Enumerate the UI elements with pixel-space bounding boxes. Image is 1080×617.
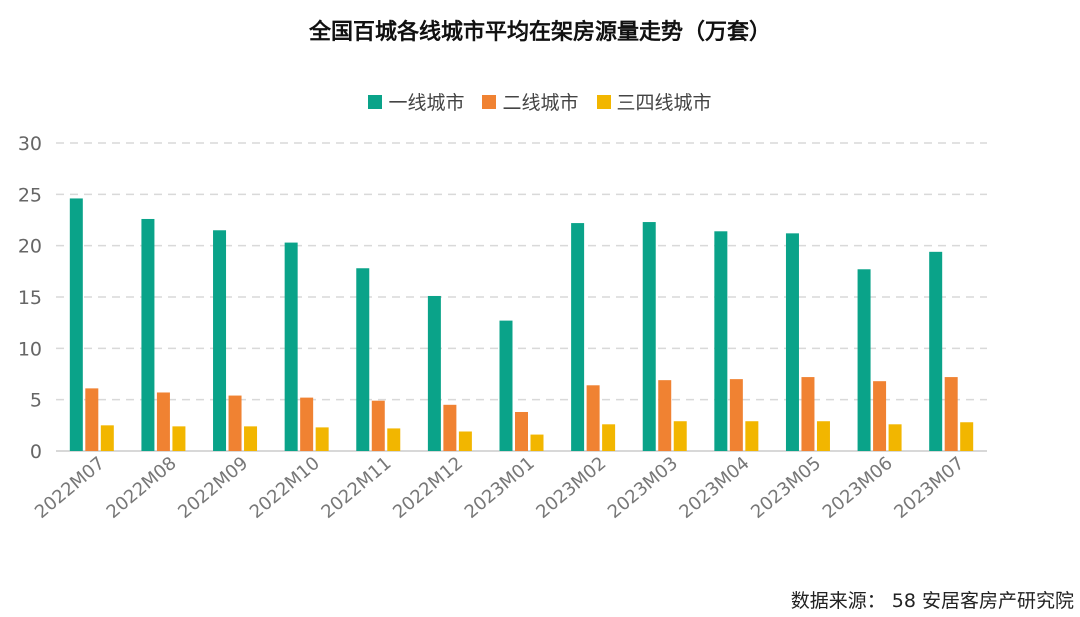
x-tick-label: 2022M09: [174, 453, 252, 523]
legend-label-tier2: 二线城市: [502, 92, 579, 114]
x-tick-label: 2023M02: [532, 453, 610, 523]
bar-tier2-2022M10: [300, 397, 314, 451]
bar-tier34-2022M07: [100, 425, 114, 451]
legend-item-tier2: 二线城市: [482, 88, 579, 115]
bar-tier1-2023M01: [499, 320, 513, 451]
y-tick-label: 25: [18, 184, 42, 206]
data-source-note: 数据来源： 58 安居客房产研究院: [790, 590, 1074, 612]
bar-tier2-2023M04: [729, 379, 743, 451]
bar-tier2-2023M02: [586, 385, 600, 451]
x-tick-label: 2023M04: [676, 453, 754, 523]
bar-tier1-2022M11: [356, 268, 370, 451]
bar-tier34-2023M06: [888, 424, 902, 451]
bar-tier1-2023M02: [571, 223, 585, 451]
bar-tier2-2023M06: [873, 381, 887, 451]
bar-tier34-2022M09: [244, 426, 258, 451]
legend-item-tier1: 一线城市: [368, 88, 464, 115]
bar-tier1-2023M04: [714, 231, 728, 451]
bar-tier2-2022M08: [156, 392, 170, 451]
bar-tier1-2022M08: [141, 218, 155, 451]
x-tick-label: 2023M05: [747, 453, 825, 523]
bar-tier34-2022M11: [387, 428, 401, 451]
bar-tier1-2022M10: [284, 242, 298, 451]
y-tick-label: 5: [30, 390, 42, 412]
bar-tier34-2023M04: [745, 421, 759, 451]
y-tick-label: 30: [18, 133, 42, 155]
bar-tier2-2022M07: [85, 388, 99, 451]
x-tick-label: 2023M06: [819, 453, 897, 523]
bar-tier2-2023M03: [658, 380, 672, 451]
bar-tier34-2022M08: [172, 426, 186, 451]
bar-tier1-2022M07: [69, 198, 83, 451]
x-tick-label: 2022M12: [389, 453, 467, 523]
x-tick-label: 2023M07: [890, 453, 968, 523]
bar-tier34-2023M07: [960, 422, 974, 451]
bar-tier34-2022M10: [315, 427, 329, 451]
x-tick-label: 2023M03: [604, 453, 682, 523]
y-tick-label: 20: [18, 236, 42, 258]
y-tick-label: 15: [18, 287, 42, 309]
legend-item-tier34: 三四线城市: [596, 88, 712, 115]
bar-tier2-2023M07: [944, 377, 958, 451]
x-tick-label: 2022M10: [246, 453, 324, 523]
x-tick-label: 2022M08: [103, 453, 181, 523]
bar-tier1-2023M07: [929, 251, 943, 451]
x-tick-label: 2022M07: [31, 453, 109, 523]
bar-tier34-2023M02: [602, 424, 616, 451]
legend-swatch-tier34: [596, 94, 611, 109]
bar-tier34-2023M01: [530, 434, 544, 451]
legend-swatch-tier2: [482, 94, 497, 109]
legend-swatch-tier1: [368, 94, 383, 109]
bar-tier34-2023M05: [816, 421, 830, 451]
bar-tier1-2022M12: [427, 295, 441, 451]
bar-tier2-2022M09: [228, 395, 242, 451]
chart-title: 全国百城各线城市平均在架房源量走势（万套）: [308, 20, 771, 45]
bar-tier2-2022M11: [371, 400, 385, 451]
legend-label-tier34: 三四线城市: [616, 92, 712, 114]
bar-tier1-2023M03: [642, 222, 656, 451]
legend: 一线城市 二线城市 三四线城市: [0, 88, 1080, 115]
bar-tier34-2022M12: [458, 431, 472, 451]
y-tick-label: 0: [30, 441, 42, 463]
bar-tier2-2023M01: [515, 411, 528, 451]
bar-tier34-2023M03: [673, 421, 687, 451]
bar-tier1-2022M09: [213, 230, 227, 451]
bar-tier1-2023M06: [857, 269, 871, 451]
x-tick-label: 2022M11: [317, 453, 395, 523]
bar-tier1-2023M05: [785, 233, 799, 451]
bar-tier2-2023M05: [801, 377, 815, 451]
x-tick-label: 2023M01: [461, 453, 539, 523]
legend-label-tier1: 一线城市: [388, 92, 465, 114]
bar-tier2-2022M12: [443, 404, 457, 451]
y-tick-label: 10: [18, 338, 42, 360]
